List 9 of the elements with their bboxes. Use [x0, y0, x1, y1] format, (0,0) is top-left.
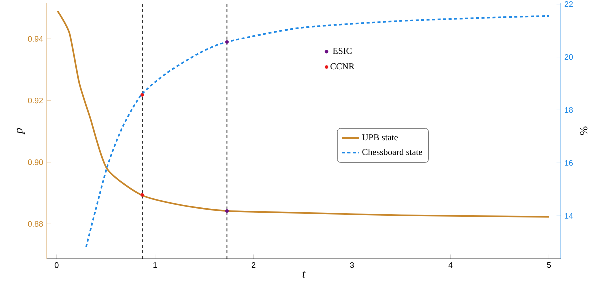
- line-series: [57, 10, 550, 218]
- y-axis-title: p: [16, 128, 26, 135]
- legend-label: UPB state: [362, 134, 398, 141]
- legend-label: ESIC: [333, 48, 352, 54]
- legend-label: Chessboard state: [362, 148, 422, 156]
- legend-label: CCNR: [330, 64, 355, 70]
- line-series: [86, 15, 550, 248]
- y2-axis-title: %: [580, 126, 588, 136]
- x-axis-title: t: [302, 271, 306, 278]
